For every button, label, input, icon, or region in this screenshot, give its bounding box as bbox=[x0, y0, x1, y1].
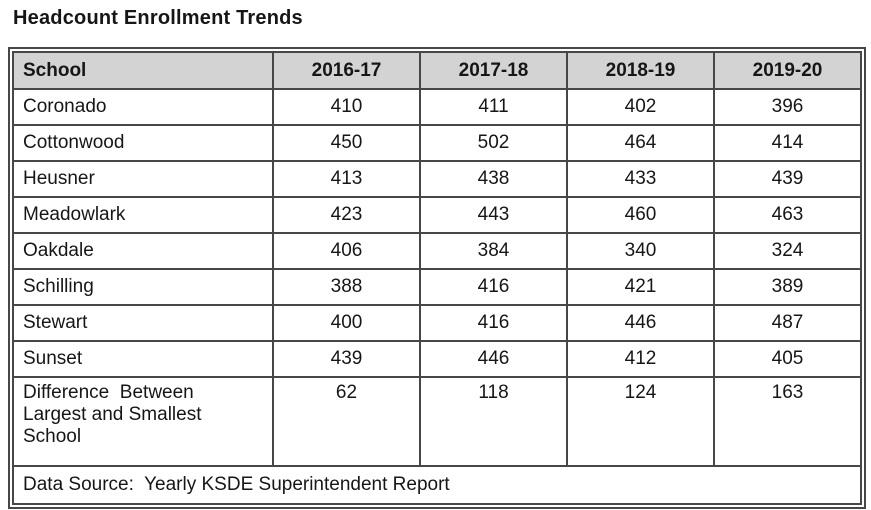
enrollment-value-cell: 384 bbox=[419, 232, 568, 270]
difference-value-cell: 163 bbox=[713, 376, 862, 467]
enrollment-value-cell: 433 bbox=[566, 160, 715, 198]
table-row-stewart: Stewart 400 416 446 487 bbox=[12, 304, 862, 342]
enrollment-value-cell: 463 bbox=[713, 196, 862, 234]
enrollment-value-cell: 446 bbox=[566, 304, 715, 342]
summary-label-cell: Difference Between Largest and Smallest … bbox=[12, 376, 274, 467]
school-name-cell: Stewart bbox=[12, 304, 274, 342]
col-header-2018-19: 2018-19 bbox=[566, 51, 715, 90]
enrollment-value-cell: 389 bbox=[713, 268, 862, 306]
enrollment-value-cell: 416 bbox=[419, 268, 568, 306]
enrollment-table: School 2016-17 2017-18 2018-19 2019-20 C… bbox=[12, 51, 862, 505]
enrollment-value-cell: 450 bbox=[272, 124, 421, 162]
enrollment-value-cell: 502 bbox=[419, 124, 568, 162]
difference-value-cell: 118 bbox=[419, 376, 568, 467]
enrollment-value-cell: 324 bbox=[713, 232, 862, 270]
enrollment-value-cell: 406 bbox=[272, 232, 421, 270]
enrollment-value-cell: 439 bbox=[713, 160, 862, 198]
page-title: Headcount Enrollment Trends bbox=[13, 7, 303, 29]
enrollment-value-cell: 410 bbox=[272, 88, 421, 126]
enrollment-value-cell: 405 bbox=[713, 340, 862, 378]
summary-row-difference: Difference Between Largest and Smallest … bbox=[12, 376, 862, 467]
enrollment-value-cell: 460 bbox=[566, 196, 715, 234]
enrollment-value-cell: 423 bbox=[272, 196, 421, 234]
school-name-cell: Meadowlark bbox=[12, 196, 274, 234]
enrollment-value-cell: 464 bbox=[566, 124, 715, 162]
enrollment-value-cell: 438 bbox=[419, 160, 568, 198]
col-header-2017-18: 2017-18 bbox=[419, 51, 568, 90]
enrollment-value-cell: 396 bbox=[713, 88, 862, 126]
table-row-coronado: Coronado 410 411 402 396 bbox=[12, 88, 862, 126]
col-header-2019-20: 2019-20 bbox=[713, 51, 862, 90]
table-row-sunset: Sunset 439 446 412 405 bbox=[12, 340, 862, 378]
table-row-meadowlark: Meadowlark 423 443 460 463 bbox=[12, 196, 862, 234]
col-header-2016-17: 2016-17 bbox=[272, 51, 421, 90]
enrollment-value-cell: 412 bbox=[566, 340, 715, 378]
enrollment-value-cell: 340 bbox=[566, 232, 715, 270]
enrollment-value-cell: 421 bbox=[566, 268, 715, 306]
enrollment-value-cell: 414 bbox=[713, 124, 862, 162]
school-name-cell: Cottonwood bbox=[12, 124, 274, 162]
data-source-cell: Data Source: Yearly KSDE Superintendent … bbox=[12, 465, 862, 505]
enrollment-value-cell: 402 bbox=[566, 88, 715, 126]
school-name-cell: Oakdale bbox=[12, 232, 274, 270]
table-row-schilling: Schilling 388 416 421 389 bbox=[12, 268, 862, 306]
enrollment-value-cell: 388 bbox=[272, 268, 421, 306]
school-name-cell: Schilling bbox=[12, 268, 274, 306]
table-row-cottonwood: Cottonwood 450 502 464 414 bbox=[12, 124, 862, 162]
enrollment-value-cell: 439 bbox=[272, 340, 421, 378]
table-row-oakdale: Oakdale 406 384 340 324 bbox=[12, 232, 862, 270]
school-name-cell: Sunset bbox=[12, 340, 274, 378]
school-name-cell: Heusner bbox=[12, 160, 274, 198]
enrollment-value-cell: 416 bbox=[419, 304, 568, 342]
enrollment-value-cell: 443 bbox=[419, 196, 568, 234]
difference-value-cell: 124 bbox=[566, 376, 715, 467]
data-source-row: Data Source: Yearly KSDE Superintendent … bbox=[12, 465, 862, 505]
header-row: School 2016-17 2017-18 2018-19 2019-20 bbox=[12, 51, 862, 90]
table-row-heusner: Heusner 413 438 433 439 bbox=[12, 160, 862, 198]
enrollment-value-cell: 400 bbox=[272, 304, 421, 342]
difference-value-cell: 62 bbox=[272, 376, 421, 467]
school-name-cell: Coronado bbox=[12, 88, 274, 126]
enrollment-value-cell: 413 bbox=[272, 160, 421, 198]
enrollment-value-cell: 446 bbox=[419, 340, 568, 378]
enrollment-value-cell: 411 bbox=[419, 88, 568, 126]
enrollment-table-frame: School 2016-17 2017-18 2018-19 2019-20 C… bbox=[8, 47, 866, 509]
enrollment-value-cell: 487 bbox=[713, 304, 862, 342]
col-header-school: School bbox=[12, 51, 274, 90]
